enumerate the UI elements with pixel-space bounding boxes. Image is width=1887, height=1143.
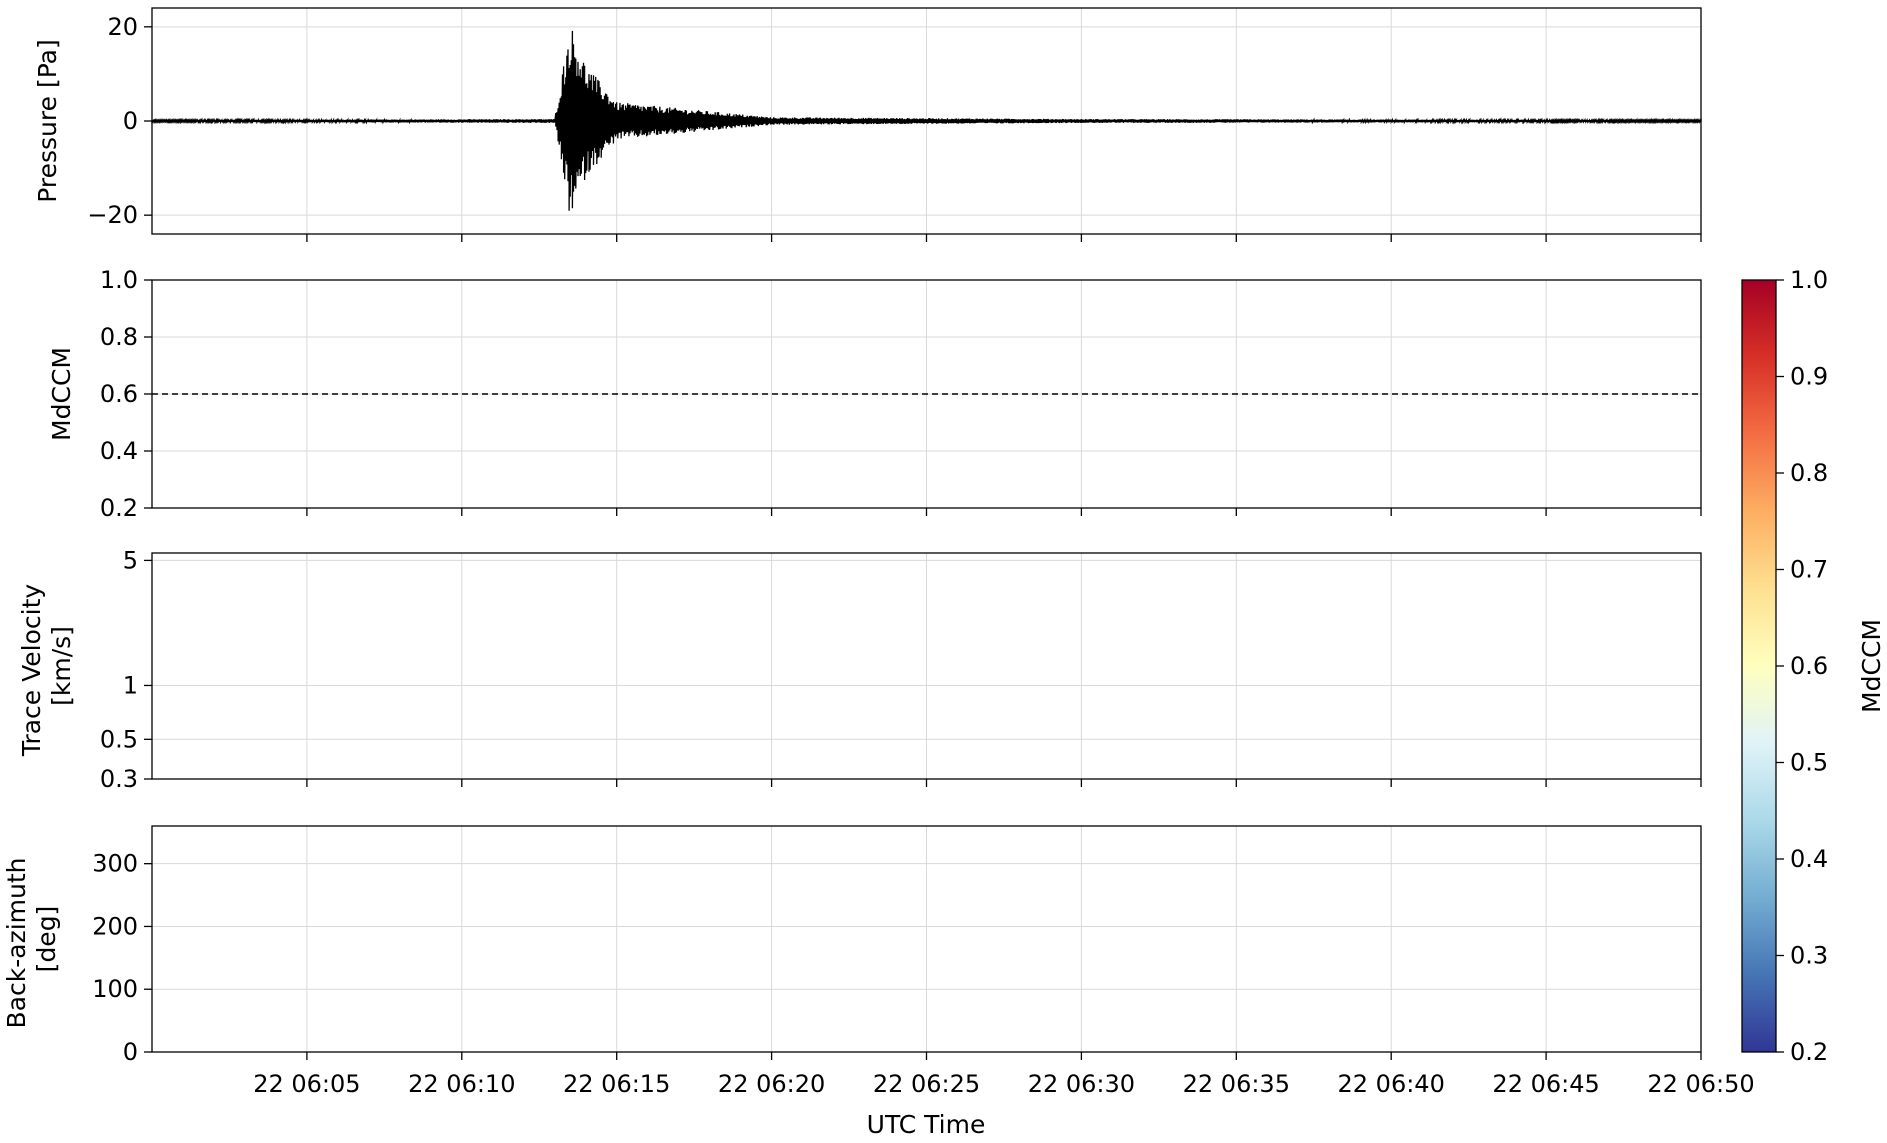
y-tick-label: 5 xyxy=(123,546,138,574)
y-tick-label: 100 xyxy=(92,975,138,1003)
y-tick-label: 300 xyxy=(92,850,138,878)
colorbar-tick-label: 0.7 xyxy=(1790,556,1828,584)
velocity-ylabel-line1: Trace Velocity xyxy=(17,584,46,758)
mdccm-ylabel: MdCCM xyxy=(47,347,76,441)
y-tick-label: 1 xyxy=(123,671,138,699)
x-tick-label: 22 06:05 xyxy=(253,1070,360,1098)
colorbar-ticks: 0.2 0.3 0.4 0.5 0.6 0.7 0.8 0.9 1.0 xyxy=(1776,266,1828,1066)
backazimuth-ylabel: Back-azimuth [deg] xyxy=(2,850,61,1029)
colorbar-tick-label: 0.6 xyxy=(1790,652,1828,680)
velocity-ylabel-line2: [km/s] xyxy=(47,626,76,706)
y-tick-label: 0.4 xyxy=(100,437,138,465)
pressure-ylabel: Pressure [Pa] xyxy=(33,39,62,202)
colorbar-tick-label: 0.4 xyxy=(1790,845,1828,873)
backazimuth-ylabel-line1: Back-azimuth xyxy=(2,858,31,1029)
y-tick-label: 1.0 xyxy=(100,266,138,294)
x-tick-label: 22 06:25 xyxy=(873,1070,980,1098)
y-tick-label: 0.8 xyxy=(100,323,138,351)
colorbar-label: MdCCM xyxy=(1857,619,1886,713)
x-tick-label: 22 06:45 xyxy=(1492,1070,1599,1098)
x-tick-label: 22 06:30 xyxy=(1028,1070,1135,1098)
colorbar-tick-label: 1.0 xyxy=(1790,266,1828,294)
y-tick-label: 200 xyxy=(92,912,138,940)
pressure-waveform xyxy=(151,30,1702,211)
y-tick-label: 0 xyxy=(123,1038,138,1066)
x-tick-label: 22 06:10 xyxy=(408,1070,515,1098)
mdccm-y-ticks: 1.0 0.8 0.6 0.4 0.2 xyxy=(100,266,152,522)
velocity-grid xyxy=(152,553,1702,780)
backazimuth-panel: 300 200 100 0 Back-azimuth [deg] xyxy=(2,825,1702,1066)
x-tick-label: 22 06:20 xyxy=(718,1070,825,1098)
y-tick-label: 20 xyxy=(107,13,138,41)
backazimuth-ylabel-line2: [deg] xyxy=(32,906,61,973)
x-axis-ticks: 22 06:05 22 06:10 22 06:15 22 06:20 22 06:25… xyxy=(253,234,1755,1098)
pressure-y-ticks: 20 0 −20 xyxy=(87,13,152,229)
backazimuth-grid xyxy=(152,826,1702,1053)
x-axis-label: UTC Time xyxy=(867,1110,986,1139)
y-tick-label: 0.6 xyxy=(100,380,138,408)
x-tick-label: 22 06:15 xyxy=(563,1070,670,1098)
colorbar: 0.2 0.3 0.4 0.5 0.6 0.7 0.8 0.9 1.0 MdCCM xyxy=(1741,266,1886,1066)
velocity-panel: 5 1 0.5 0.3 Trace Velocity [km/s] xyxy=(17,546,1702,793)
y-tick-label: −20 xyxy=(87,201,138,229)
x-tick-label: 22 06:35 xyxy=(1183,1070,1290,1098)
colorbar-tick-label: 0.2 xyxy=(1790,1038,1828,1066)
colorbar-tick-label: 0.8 xyxy=(1790,459,1828,487)
colorbar-gradient xyxy=(1741,279,1777,1053)
colorbar-tick-label: 0.3 xyxy=(1790,942,1828,970)
x-tick-label: 22 06:40 xyxy=(1338,1070,1445,1098)
velocity-ylabel: Trace Velocity [km/s] xyxy=(17,576,76,757)
y-tick-label: 0.5 xyxy=(100,725,138,753)
y-tick-label: 0.2 xyxy=(100,494,138,522)
pressure-panel: 20 0 −20 Pressure [Pa] xyxy=(33,7,1702,235)
x-tick-label: 22 06:50 xyxy=(1647,1070,1754,1098)
colorbar-tick-label: 0.5 xyxy=(1790,749,1828,777)
y-tick-label: 0 xyxy=(123,107,138,135)
velocity-y-ticks: 5 1 0.5 0.3 xyxy=(100,546,152,793)
mdccm-panel: 1.0 0.8 0.6 0.4 0.2 MdCCM xyxy=(47,266,1702,522)
colorbar-tick-label: 0.9 xyxy=(1790,363,1828,391)
backazimuth-y-ticks: 300 200 100 0 xyxy=(92,850,152,1066)
y-tick-label: 0.3 xyxy=(100,765,138,793)
